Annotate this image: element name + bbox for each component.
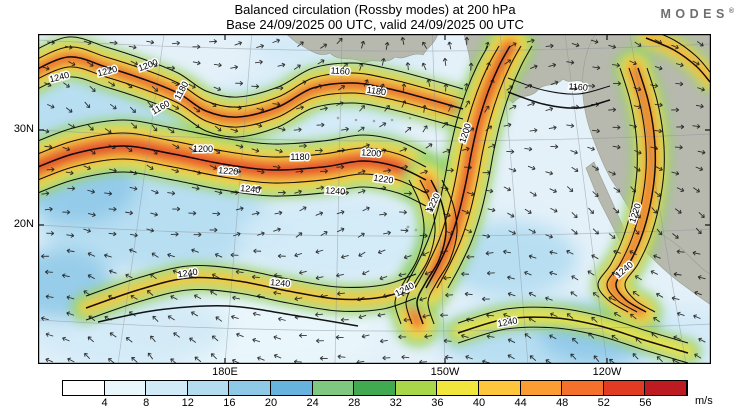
colorbar-segment (104, 381, 147, 395)
contour-label: 1240 (325, 185, 346, 196)
colorbar-segment (354, 381, 396, 395)
contour-label: 1240 (270, 277, 291, 289)
colorbar-segment (437, 381, 479, 395)
colorbar-segment (187, 381, 230, 395)
y-axis-tick-20n: 20N (13, 218, 34, 230)
colorbar-tick-label: 36 (431, 397, 444, 409)
colorbar-segment (520, 381, 563, 395)
contour-label: 1240 (240, 183, 261, 195)
contour-label: 1200 (193, 144, 213, 154)
map-canvas: 1240 1220 1200 1180 1160 1160 1180 1200 1220 1240… (38, 34, 711, 364)
modes-logo: MODES® (660, 7, 734, 21)
modes-logo-text: MODES (660, 7, 729, 21)
colorbar-tick-label: 28 (348, 397, 361, 409)
colorbar-tick-label: 16 (223, 397, 236, 409)
colorbar-segment (478, 381, 521, 395)
colorbar-segment (146, 381, 188, 395)
colorbar-tick-label: 48 (556, 397, 569, 409)
x-axis-tick-180e: 180E (212, 366, 238, 378)
colorbar-tick-label: 56 (639, 397, 652, 409)
contour-label: 1160 (568, 81, 588, 92)
contour-layer (38, 34, 711, 364)
graticule-layer (38, 34, 711, 364)
colorbar-tick-label: 40 (472, 397, 486, 409)
colorbar-tick-label: 12 (181, 397, 194, 409)
chart-header: Balanced circulation (Rossby modes) at 2… (0, 2, 750, 32)
colorbar-tick-label: 52 (597, 397, 610, 409)
colorbar-tick-label: 4 (101, 397, 108, 409)
colorbar-segment (270, 381, 313, 395)
contour-label: 1220 (373, 173, 394, 186)
contour-label: 1180 (290, 152, 309, 162)
colorbar-tick-label: 8 (143, 397, 150, 409)
colorbar-segment (562, 381, 604, 395)
colorbar-tick-label: 44 (514, 397, 527, 409)
x-axis-tick-120w: 120W (592, 366, 622, 378)
map-art: 1240 1220 12001180116011601180120012201240… (38, 34, 711, 364)
colorbar-segment (63, 381, 105, 395)
colorbar-unit: m/s (695, 395, 713, 407)
contour-label: 1160 (330, 65, 350, 76)
colorbar-segment (645, 381, 687, 395)
chart-title: Balanced circulation (Rossby modes) at 2… (234, 2, 516, 17)
y-axis-tick-30n: 30N (13, 123, 34, 135)
colorbar-tick-label: 32 (389, 397, 402, 409)
axis-ticks (38, 34, 711, 364)
colorbar-segment (312, 381, 355, 395)
colorbar: 4 8 12 16 20 24 28 32 36 40 44 48 52 56 (62, 380, 688, 409)
colorbar-segment (395, 381, 438, 395)
contour-label: 1220 (218, 165, 239, 177)
colorbar-segment (229, 381, 271, 395)
weather-map: 1240 1220 12001180116011601180120012201240… (38, 34, 711, 364)
colorbar-tick-label: 24 (306, 397, 319, 409)
map-border (38, 34, 711, 364)
contour-label: 1200 (361, 147, 382, 158)
x-axis-tick-150w: 150W (430, 366, 460, 378)
registered-mark-icon: ® (728, 7, 734, 15)
colorbar-tick-label: 20 (264, 397, 278, 409)
colorbar-segment (603, 381, 646, 395)
wind-arrows-layer (40, 36, 706, 364)
chart-subtitle: Base 24/09/2025 00 UTC, valid 24/09/2025… (226, 17, 524, 32)
